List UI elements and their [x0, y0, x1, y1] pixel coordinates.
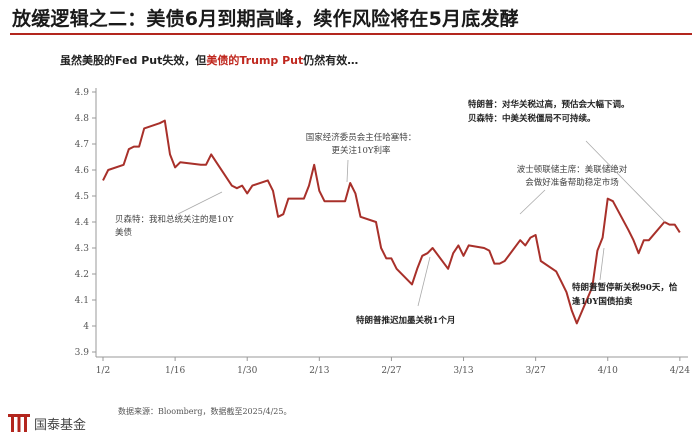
x-tick-label: 4/24	[670, 366, 690, 376]
y-tick-label: 4.5	[75, 192, 90, 202]
logo-name: 国泰基金	[34, 417, 87, 433]
x-tick-label: 2/27	[381, 366, 401, 376]
y-tick-label: 4.2	[75, 270, 89, 280]
y-tick-label: 4	[83, 322, 89, 332]
y-tick-label: 4.9	[75, 88, 90, 98]
company-logo: 国泰基金	[8, 412, 86, 434]
subtitle-highlight: 美债的Trump Put	[206, 54, 304, 67]
x-tick-label: 4/10	[598, 366, 618, 376]
x-tick-label: 2/13	[309, 366, 329, 376]
chart-subtitle: 虽然美股的Fed Put失效，但美债的Trump Put仍然有效…	[60, 52, 358, 68]
data-source-note: 数据来源：Bloomberg，数据截至2025/4/25。	[118, 407, 292, 416]
annotation-a5: 特朗普：对华关税过高，预估会大幅下调。	[468, 99, 630, 110]
annotation-a2: 更关注10Y利率	[332, 145, 391, 156]
title-divider	[10, 33, 692, 35]
x-tick-label: 1/16	[165, 366, 185, 376]
annotation-a5: 贝森特：中美关税僵局不可持续。	[468, 113, 596, 124]
x-tick-label: 3/27	[526, 366, 546, 376]
annotation-a6: 逢10Y国债拍卖	[572, 296, 633, 307]
page-title: 放缓逻辑之二：美债6月到期高峰，续作风险将在5月底发酵	[12, 8, 519, 30]
y-tick-label: 4.7	[75, 140, 90, 150]
annotation-a2: 国家经济委员会主任哈塞特：	[306, 132, 417, 143]
annotation-leader	[417, 256, 431, 307]
annotation-leader	[585, 140, 666, 223]
y-tick-label: 4.8	[75, 114, 90, 124]
ust-10y-yield-line	[102, 119, 681, 325]
x-tick-label: 3/13	[453, 366, 473, 376]
annotation-a6: 特朗普暂停新关税90天，恰	[572, 282, 678, 293]
annotation-a1: 美债	[115, 227, 133, 238]
y-tick-label: 3.9	[75, 348, 90, 358]
annotation-leader	[599, 247, 605, 281]
annotation-a4: 波士顿联储主席：美联储绝对	[517, 164, 628, 175]
y-tick-label: 4.6	[75, 166, 90, 176]
x-tick-label: 1/30	[237, 366, 257, 376]
y-tick-label: 4.1	[75, 296, 89, 306]
annotation-leader	[346, 159, 349, 183]
annotation-leader	[177, 191, 223, 215]
y-tick-label: 4.3	[75, 244, 90, 254]
annotation-a3: 特朗普推迟加墨关税1个月	[356, 315, 455, 326]
annotation-a4: 会做好准备帮助稳定市场	[525, 177, 619, 188]
logo-icon	[8, 412, 30, 434]
annotation-a1: 贝森特：我和总统关注的是10Y	[115, 214, 234, 225]
subtitle-part2: 仍然有效…	[303, 54, 359, 67]
x-tick-label: 1/2	[96, 366, 110, 376]
y-tick-label: 4.4	[75, 218, 90, 228]
annotation-leader	[519, 189, 546, 215]
subtitle-part1: 虽然美股的Fed Put失效，但	[60, 54, 207, 67]
